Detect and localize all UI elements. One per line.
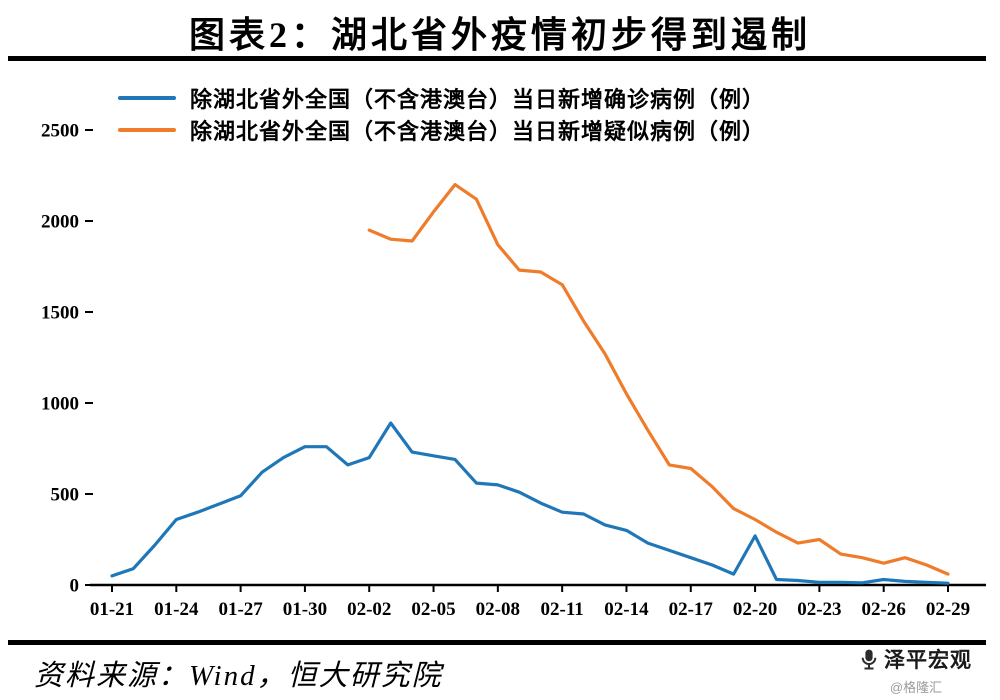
svg-text:01-21: 01-21 xyxy=(90,599,134,620)
svg-text:02-14: 02-14 xyxy=(604,599,649,620)
svg-text:1500: 1500 xyxy=(41,303,79,324)
bottom-divider xyxy=(8,640,986,645)
svg-text:02-11: 02-11 xyxy=(541,599,584,620)
chart-legend: 除湖北省外全国（不含港澳台）当日新增确诊病例（例） 除湖北省外全国（不含港澳台）… xyxy=(118,84,765,144)
svg-text:02-29: 02-29 xyxy=(926,599,970,620)
brand-watermark: 泽平宏观 @格隆汇 xyxy=(860,644,972,696)
line-chart: 0 500 1000 1500 2000 2500 01-21 01-24 01-27 01-30… xyxy=(41,121,986,620)
brand-row: 泽平宏观 xyxy=(860,644,972,674)
svg-text:02-20: 02-20 xyxy=(733,599,777,620)
microphone-icon xyxy=(860,648,878,671)
confirmed-line-swatch xyxy=(118,96,176,100)
svg-text:0: 0 xyxy=(70,576,80,597)
top-divider xyxy=(8,56,986,61)
svg-text:500: 500 xyxy=(51,485,80,506)
svg-text:02-17: 02-17 xyxy=(669,599,714,620)
svg-text:01-30: 01-30 xyxy=(283,599,327,620)
svg-text:1000: 1000 xyxy=(41,394,79,415)
svg-text:01-27: 01-27 xyxy=(218,599,263,620)
page-title: 图表2：湖北省外疫情初步得到遏制 xyxy=(188,15,811,55)
legend-item-confirmed: 除湖北省外全国（不含港澳台）当日新增确诊病例（例） xyxy=(118,84,765,112)
svg-text:01-24: 01-24 xyxy=(154,599,199,620)
svg-text:2000: 2000 xyxy=(41,212,79,233)
source-note: 资料来源：Wind，恒大研究院 xyxy=(34,660,443,692)
svg-text:02-08: 02-08 xyxy=(476,599,520,620)
svg-text:02-05: 02-05 xyxy=(411,599,455,620)
brand-name: 泽平宏观 xyxy=(884,649,972,672)
legend-item-suspected: 除湖北省外全国（不含港澳台）当日新增疑似病例（例） xyxy=(118,116,765,144)
svg-text:02-23: 02-23 xyxy=(797,599,841,620)
svg-text:02-26: 02-26 xyxy=(862,599,906,620)
svg-text:2500: 2500 xyxy=(41,121,79,142)
legend-label-confirmed: 除湖北省外全国（不含港澳台）当日新增确诊病例（例） xyxy=(190,87,766,112)
brand-handle: @格隆汇 xyxy=(889,680,943,695)
suspected-line-swatch xyxy=(118,128,176,132)
legend-label-suspected: 除湖北省外全国（不含港澳台）当日新增疑似病例（例） xyxy=(190,119,766,144)
svg-text:02-02: 02-02 xyxy=(347,599,391,620)
